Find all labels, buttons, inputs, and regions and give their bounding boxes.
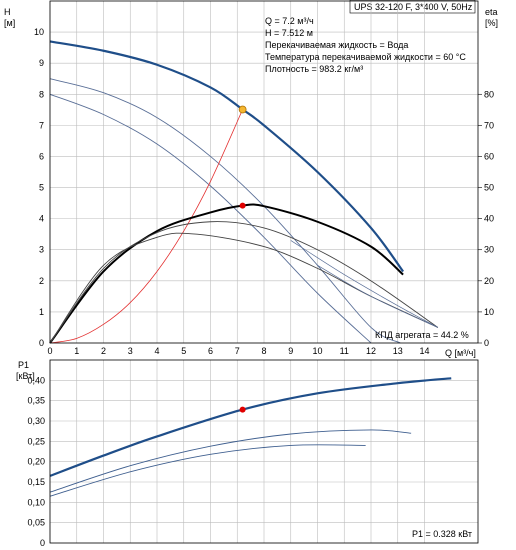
duty-info-box: Q = 7.2 м³/ч H = 7.512 м Перекачиваемая … [265, 16, 466, 74]
x-tick-label: 1 [74, 346, 79, 356]
p1-tick-label: 0 [40, 538, 45, 548]
x-tick-label: 5 [181, 346, 186, 356]
duty-point-marker [238, 105, 247, 114]
top-chart-series [49, 40, 439, 344]
series-power-speed-2 [49, 429, 412, 493]
y-right-tick-label: 70 [484, 120, 494, 130]
power-point-marker [239, 406, 246, 413]
series-outline-curve-a [317, 264, 439, 328]
y-left-tick-label: 0 [39, 338, 44, 348]
x-tick-label: 6 [208, 346, 213, 356]
p1-axis-unit: [кВт] [16, 371, 35, 381]
p1-tick-label: 0,25 [27, 436, 45, 446]
y-axis-label-h: H [4, 7, 11, 17]
efficiency-label: КПД агрегата = 44.2 % [375, 330, 469, 340]
x-tick-label: 4 [154, 346, 159, 356]
info-line-2: Перекачиваемая жидкость = Вода [265, 40, 408, 50]
x-tick-label: 0 [47, 346, 52, 356]
series-system-curve [49, 109, 243, 344]
y-right-tick-label: 60 [484, 151, 494, 161]
y-left-tick-label: 4 [39, 214, 44, 224]
bottom-chart-frame [49, 359, 479, 544]
x-tick-label: 3 [128, 346, 133, 356]
y-left-tick-label: 10 [34, 27, 44, 37]
series-power-max [49, 377, 452, 477]
y-axis-unit-eta: [%] [485, 18, 498, 28]
y-right-tick-label: 80 [484, 89, 494, 99]
y-left-tick-label: 5 [39, 183, 44, 193]
y-axis-unit-h: [м] [4, 18, 15, 28]
info-line-4: Плотность = 983.2 кг/м³ [265, 64, 363, 74]
p1-tick-label: 0,40 [27, 375, 45, 385]
p1-tick-label: 0,20 [27, 457, 45, 467]
p1-tick-label: 0,30 [27, 416, 45, 426]
top-chart-ticks: 0 1 2 3 4 5 6 7 8 9 10 11 12 13 1401234567891001020304… [34, 27, 494, 356]
series-head-speed-2 [49, 78, 401, 344]
series-outline-curve-b [290, 240, 439, 328]
series-head-speed-3 [49, 93, 372, 344]
y-right-tick-label: 40 [484, 214, 494, 224]
y-right-tick-label: 20 [484, 276, 494, 286]
info-line-1: H = 7.512 м [265, 28, 313, 38]
y-left-tick-label: 7 [39, 120, 44, 130]
x-tick-label: 8 [261, 346, 266, 356]
x-tick-label: 11 [340, 346, 349, 356]
p1-tick-label: 0,10 [27, 497, 45, 507]
x-tick-label: 2 [101, 346, 106, 356]
y-right-tick-label: 0 [484, 338, 489, 348]
y-right-tick-label: 30 [484, 245, 494, 255]
p1-tick-label: 0,35 [27, 396, 45, 406]
y-left-tick-label: 8 [39, 89, 44, 99]
bottom-chart-series [49, 377, 452, 497]
y-left-tick-label: 1 [39, 307, 44, 317]
x-tick-label: 9 [288, 346, 293, 356]
x-tick-label: 12 [366, 346, 376, 356]
p1-tick-label: 0,15 [27, 477, 45, 487]
series-efficiency-max [49, 203, 404, 344]
x-tick-label: 14 [419, 346, 429, 356]
y-axis-label-eta: eta [485, 7, 498, 17]
y-left-tick-label: 2 [39, 276, 44, 286]
x-axis-label: Q [м³/ч] [445, 348, 476, 358]
y-right-tick-label: 10 [484, 307, 494, 317]
info-line-3: Температура перекачиваемой жидкости = 60… [265, 52, 466, 62]
efficiency-point-marker [239, 202, 246, 209]
series-power-speed-3 [49, 444, 366, 497]
top-chart-frame [49, 0, 479, 344]
info-line-0: Q = 7.2 м³/ч [265, 16, 314, 26]
bottom-chart-ticks: 0 0,05 0,10 0,15 0,20 0,25 0,30 0,35 0,40 [27, 375, 45, 548]
x-tick-label: 7 [235, 346, 240, 356]
y-left-tick-label: 6 [39, 151, 44, 161]
y-right-tick-label: 50 [484, 183, 494, 193]
series-efficiency-speed-2 [49, 221, 439, 344]
chart-title-box [349, 0, 476, 14]
y-left-tick-label: 3 [39, 245, 44, 255]
chart-title: UPS 32-120 F, 3*400 V, 50Hz [354, 2, 473, 12]
power-label: P1 = 0.328 кВт [412, 529, 472, 539]
p1-tick-label: 0,05 [27, 518, 45, 528]
x-tick-label: 10 [312, 346, 322, 356]
y-left-tick-label: 9 [39, 58, 44, 68]
x-tick-label: 13 [393, 346, 403, 356]
p1-axis-label: P1 [18, 360, 29, 370]
